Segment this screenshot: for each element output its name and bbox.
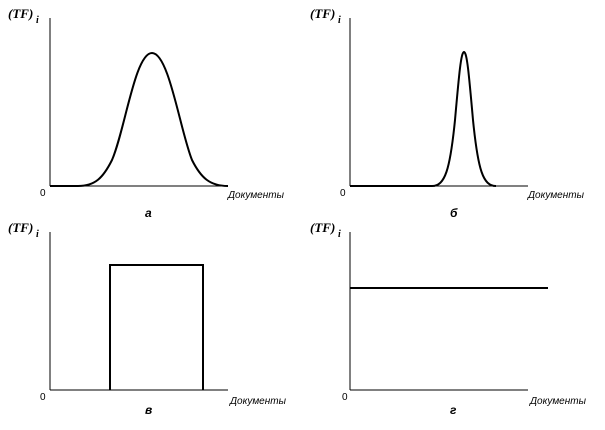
- caption: г: [450, 403, 457, 417]
- y-label: (TF): [8, 220, 33, 235]
- curve: [109, 264, 204, 390]
- y-label-sub: i: [36, 15, 39, 26]
- x-label: Документы: [529, 396, 587, 407]
- panel: (TF) i 0 Документы а: [8, 6, 285, 220]
- curve: [350, 50, 497, 187]
- origin: 0: [40, 188, 46, 199]
- x-label: Документы: [227, 190, 285, 201]
- caption: в: [145, 403, 152, 417]
- origin: 0: [40, 392, 46, 403]
- y-label-sub: i: [338, 15, 341, 26]
- x-label: Документы: [527, 190, 585, 201]
- panel: (TF) i 0 Документы б: [310, 6, 585, 220]
- y-label: (TF): [310, 220, 335, 235]
- x-label: Документы: [229, 396, 287, 407]
- y-label: (TF): [8, 6, 33, 21]
- panel: (TF) i 0 Документы в: [8, 220, 287, 417]
- origin: 0: [340, 188, 346, 199]
- y-label: (TF): [310, 6, 335, 21]
- y-label-sub: i: [338, 229, 341, 240]
- curve: [50, 51, 229, 187]
- caption: а: [145, 206, 152, 220]
- origin: 0: [342, 392, 348, 403]
- panel: (TF) i 0 Документы г: [310, 220, 587, 417]
- y-label-sub: i: [36, 229, 39, 240]
- caption: б: [450, 206, 458, 220]
